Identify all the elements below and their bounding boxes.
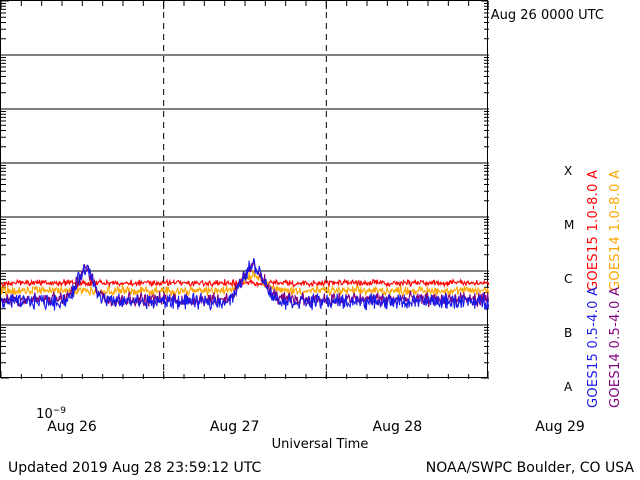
x-axis-tick-labels: Aug 26 Aug 27 Aug 28 Aug 29 [0, 419, 640, 439]
flare-class-A: A [564, 380, 573, 394]
series-line [1, 258, 489, 311]
y-tick-label: 10−9 [36, 405, 66, 423]
flare-class-labels: X M C B A [562, 36, 580, 414]
flare-class-M: M [564, 218, 575, 232]
legend-label-2: GOES15 0.5-4.0 A [586, 286, 601, 408]
x-axis-title: Universal Time [271, 437, 369, 452]
x-tick-label: Aug 28 [372, 419, 423, 435]
legend: GOES15 1.0-8.0 A GOES14 1.0-8.0 A GOES15 0… [572, 36, 640, 414]
x-tick-label: Aug 27 [209, 419, 260, 435]
updated-timestamp: Updated 2019 Aug 28 23:59:12 UTC [8, 460, 262, 476]
series-line [1, 277, 489, 289]
flare-class-B: B [564, 326, 573, 340]
credit-label: NOAA/SWPC Boulder, CO USA [425, 460, 634, 476]
plot-area [0, 0, 489, 379]
x-tick-label: Aug 29 [535, 419, 585, 435]
legend-label-3: GOES14 0.5-4.0 A [608, 286, 623, 408]
legend-label-0: GOES15 1.0-8.0 A [586, 169, 601, 291]
chart-svg [1, 1, 489, 379]
legend-label-1: GOES14 1.0-8.0 A [608, 169, 623, 291]
flare-class-X: X [564, 164, 573, 178]
plot-frame [0, 0, 489, 379]
x-tick-label: Aug 26 [47, 419, 97, 435]
flare-class-C: C [564, 272, 573, 286]
